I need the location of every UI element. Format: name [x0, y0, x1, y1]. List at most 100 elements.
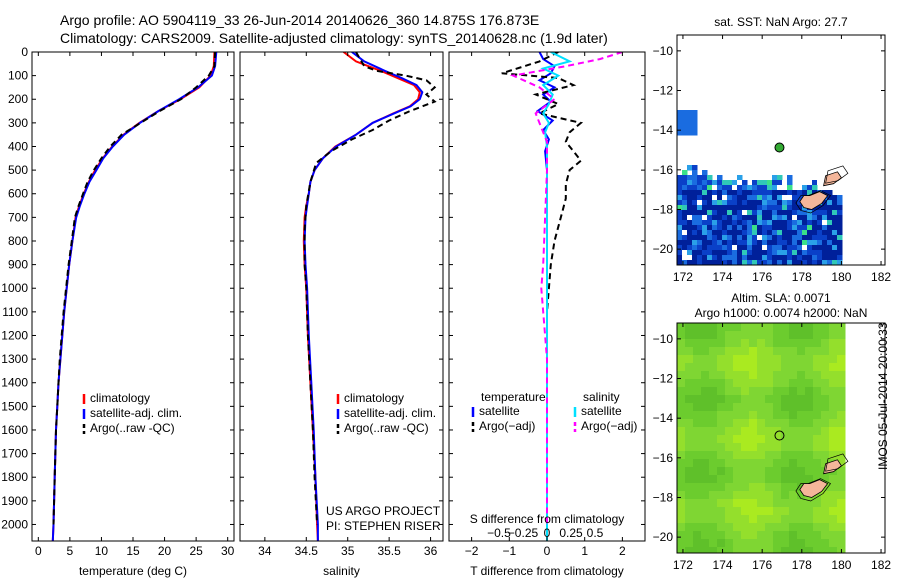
- map-cell: [692, 185, 698, 191]
- map-cell: [805, 531, 814, 540]
- map-cell: [837, 200, 843, 206]
- map-cell: [722, 235, 728, 241]
- map-cell: [742, 210, 748, 216]
- map-cell: [702, 245, 708, 251]
- y-tick-label: −20: [653, 530, 674, 544]
- map-cell: [762, 260, 768, 265]
- y-tick-label: −16: [653, 163, 674, 177]
- map-cell: [813, 451, 822, 460]
- x-tick-label: 10: [95, 544, 109, 558]
- map-cell: [725, 547, 734, 553]
- map-cell: [813, 339, 822, 348]
- map-cell: [687, 200, 693, 206]
- map-cell: [797, 491, 806, 500]
- map-cell: [797, 339, 806, 348]
- legend-label: Argo(..raw -QC): [344, 421, 429, 435]
- map-cell: [717, 245, 723, 251]
- map-cell: [707, 190, 713, 196]
- map-cell: [692, 245, 698, 251]
- map-cell: [693, 547, 702, 553]
- map-cell: [772, 210, 778, 216]
- map-cell: [757, 395, 766, 404]
- map-cell: [677, 443, 686, 452]
- map-cell: [777, 175, 783, 181]
- map-cell: [733, 331, 742, 340]
- map-cell: [829, 547, 838, 553]
- map-cell: [741, 483, 750, 492]
- y-tick-label: 1800: [1, 470, 28, 484]
- map-cell: [757, 250, 763, 256]
- map-cell: [789, 515, 798, 524]
- map-cell: [812, 255, 818, 261]
- map-cell: [677, 347, 686, 356]
- map-cell: [712, 240, 718, 246]
- map-cell: [747, 215, 753, 221]
- y-tick-label: −16: [653, 451, 674, 465]
- map-cell: [709, 411, 718, 420]
- map-cell: [717, 411, 726, 420]
- map-cell: [813, 467, 822, 476]
- map-cell: [701, 323, 710, 332]
- map-cell: [821, 387, 830, 396]
- map-cell: [733, 467, 742, 476]
- map-cell: [802, 240, 808, 246]
- map-cell: [725, 499, 734, 508]
- map-cell: [821, 355, 830, 364]
- map-cell: [765, 467, 774, 476]
- map-cell: [797, 451, 806, 460]
- map-cell: [747, 190, 753, 196]
- map-cell: [813, 539, 822, 548]
- map-cell: [777, 195, 783, 201]
- map-cell: [787, 200, 793, 206]
- y-tick-label: 1300: [1, 352, 28, 366]
- figure-title-line1: Argo profile: AO 5904119_33 26-Jun-2014 …: [60, 12, 540, 28]
- map-cell: [741, 531, 750, 540]
- map-cell: [737, 200, 743, 206]
- map-cell: [762, 215, 768, 221]
- map-cell: [725, 427, 734, 436]
- map-cell: [813, 411, 822, 420]
- map-cell: [702, 205, 708, 211]
- map-cell: [797, 395, 806, 404]
- map-cell: [792, 190, 798, 196]
- map-cell: [692, 120, 698, 126]
- x2-axis-label: S difference from climatology: [470, 512, 625, 526]
- map-cell: [837, 205, 843, 211]
- map-cell: [782, 220, 788, 226]
- map-cell: [733, 347, 742, 356]
- map-cell: [717, 260, 723, 265]
- map-cell: [821, 515, 830, 524]
- map-cell: [762, 255, 768, 261]
- map-cell: [805, 395, 814, 404]
- map-cell: [697, 240, 703, 246]
- map-cell: [682, 120, 688, 126]
- map-cell: [812, 245, 818, 251]
- map-cell: [787, 185, 793, 191]
- map-cell: [752, 190, 758, 196]
- map-cell: [802, 245, 808, 251]
- map-cell: [781, 395, 790, 404]
- map-cell: [837, 339, 846, 348]
- legend-title: salinity: [583, 390, 620, 404]
- map-cell: [727, 255, 733, 261]
- map-cell: [727, 225, 733, 231]
- map-cell: [827, 260, 833, 265]
- map-cell: [752, 250, 758, 256]
- map-cell: [837, 371, 846, 380]
- map-cell: [682, 220, 688, 226]
- series-line: [540, 52, 573, 541]
- map-cell: [762, 180, 768, 186]
- map-cell: [687, 125, 693, 131]
- map-cell: [837, 483, 846, 492]
- map-cell: [677, 507, 686, 516]
- map-cell: [685, 443, 694, 452]
- map-cell: [702, 190, 708, 196]
- map-cell: [749, 499, 758, 508]
- reef-outline: [795, 190, 832, 214]
- map-cell: [701, 371, 710, 380]
- map-cell: [749, 483, 758, 492]
- map-cell: [692, 260, 698, 265]
- map-cell: [749, 427, 758, 436]
- map-cell: [781, 355, 790, 364]
- map-cell: [787, 230, 793, 236]
